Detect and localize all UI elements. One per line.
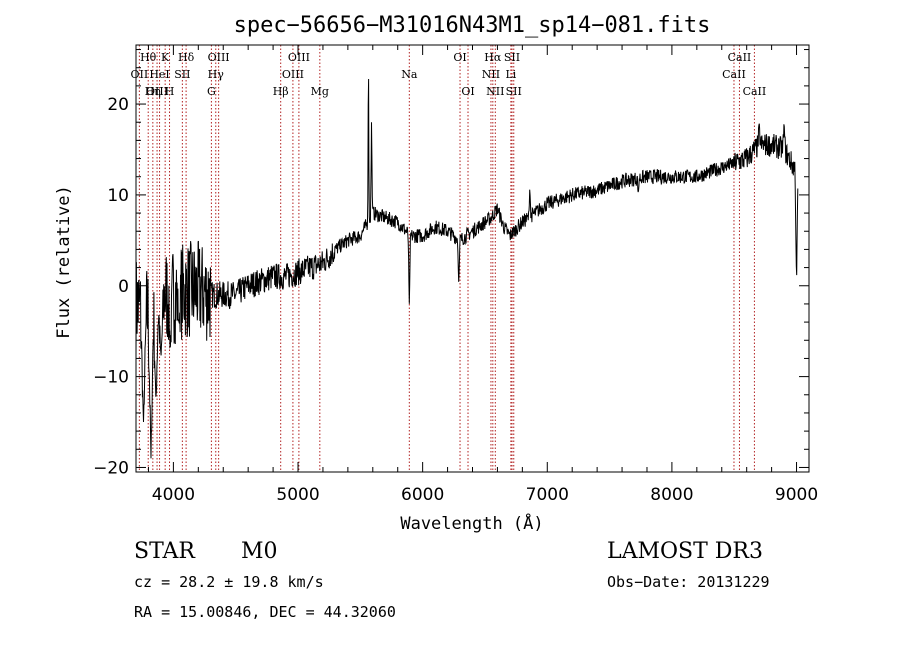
spectral-line-markers — [138, 45, 755, 472]
spectral-line-label-8: Hδ — [178, 51, 195, 64]
spectral-line-label-18: OI — [461, 85, 474, 98]
spectral-line-label-14: OIII — [282, 68, 304, 81]
plot-frame — [135, 44, 810, 473]
spectral-line-label-19: Hα — [484, 51, 502, 64]
spectral-line-labels: Hθ OII OIII HeI Hη K SII H Hδ OIII Hγ G Hβ OIII OIII Mg… — [131, 51, 767, 98]
y-axis: −20 −10 0 10 20 — [93, 49, 809, 478]
redshift-text: cz = 28.2 ± 19.8 km/s — [134, 573, 324, 591]
y-tick-label: −20 — [93, 458, 129, 478]
spectral-line-label-17: OI — [453, 51, 466, 64]
spectral-line-label-5: K — [161, 51, 170, 64]
x-tick-label: 5000 — [276, 485, 319, 505]
x-tick-label: 6000 — [401, 485, 444, 505]
object-subclass: M0 — [241, 539, 278, 564]
spectral-line-label-25: CaII — [728, 51, 752, 64]
spectral-line-label-0: Hθ — [140, 51, 157, 64]
y-tick-label: −10 — [93, 368, 129, 388]
y-tick-label: 10 — [107, 186, 129, 206]
spectral-line-label-13: OIII — [288, 51, 310, 64]
y-tick-label: 20 — [107, 95, 129, 115]
x-axis-label: Wavelength (Å) — [400, 512, 543, 534]
spectrum-line — [135, 78, 799, 459]
survey-name: LAMOST DR3 — [607, 539, 763, 564]
obs-date-text: Obs−Date: 20131229 — [607, 573, 770, 591]
x-axis: 4000 5000 6000 7000 8000 9000 — [147, 45, 818, 505]
x-tick-label: 7000 — [526, 485, 569, 505]
spectral-line-label-2: OIII — [146, 85, 168, 98]
spectrum-series — [135, 78, 799, 459]
spectral-line-label-9: OIII — [208, 51, 230, 64]
spectral-line-label-7: H — [165, 85, 175, 98]
spectral-line-label-4: Hη — [145, 85, 161, 98]
y-tick-label: 0 — [118, 277, 129, 297]
spectral-line-label-20: NII — [482, 68, 500, 81]
spectral-line-label-22: SII — [504, 51, 520, 64]
spectral-line-label-23: Li — [505, 68, 516, 81]
object-class: STAR — [134, 539, 195, 564]
y-axis-label: Flux (relative) — [54, 185, 74, 339]
spectral-line-label-6: SII — [174, 68, 190, 81]
spectral-line-label-12: Hβ — [273, 85, 289, 98]
x-tick-label: 4000 — [152, 485, 195, 505]
spectral-line-label-10: Hγ — [208, 68, 225, 81]
x-tick-label: 8000 — [650, 485, 693, 505]
spectral-line-label-21: NII — [486, 85, 504, 98]
x-tick-label: 9000 — [775, 485, 818, 505]
spectral-line-label-11: G — [207, 85, 216, 98]
spectral-line-label-1: OII — [131, 68, 149, 81]
spectral-line-label-24: SII — [506, 85, 522, 98]
spectral-line-label-15: Mg — [311, 85, 329, 98]
spectral-line-label-16: Na — [401, 68, 418, 81]
spectral-line-label-26: CaII — [722, 68, 746, 81]
coordinates-text: RA = 15.00846, DEC = 44.32060 — [134, 603, 396, 621]
chart-title: spec−56656−M31016N43M1_sp14−081.fits — [234, 13, 711, 38]
spectral-line-label-27: CaII — [743, 85, 767, 98]
spectral-line-label-3: HeI — [149, 68, 169, 81]
